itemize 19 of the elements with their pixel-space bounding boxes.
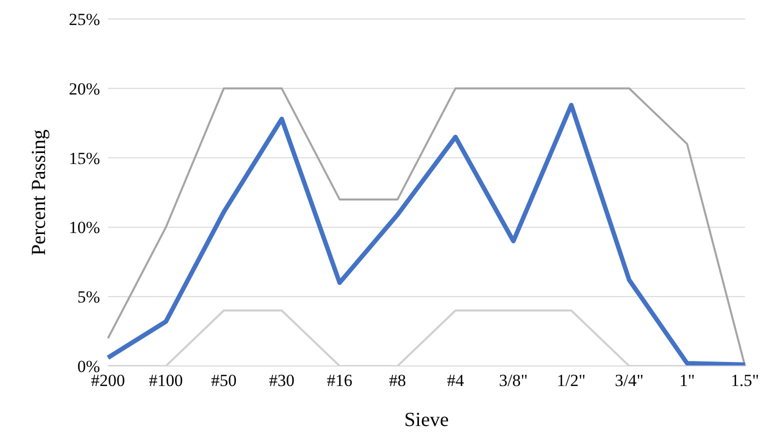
x-tick-label: #8: [389, 371, 406, 390]
x-tick-label: #30: [268, 371, 294, 390]
x-tick-label: 1/2": [556, 371, 586, 390]
x-tick-label: #16: [326, 371, 352, 390]
y-tick-label: 15%: [68, 148, 100, 168]
y-tick-label: 5%: [77, 288, 100, 307]
x-tick-label: #50: [211, 371, 237, 390]
y-tick-label: 25%: [68, 10, 100, 30]
x-tick-label: 1.5": [730, 371, 760, 390]
x-tick-label: #200: [91, 371, 125, 390]
x-tick-label: 3/4": [614, 371, 644, 390]
x-tick-label: #4: [446, 371, 464, 390]
y-tick-label: 10%: [68, 218, 100, 238]
x-axis-title: Sieve: [404, 409, 449, 431]
x-tick-label: 3/8": [499, 371, 528, 390]
x-tick-label: 1": [679, 371, 695, 390]
x-tick-label: #100: [148, 371, 183, 390]
y-tick-label: 20%: [68, 79, 100, 98]
y-axis-title: Percent Passing: [28, 129, 50, 256]
